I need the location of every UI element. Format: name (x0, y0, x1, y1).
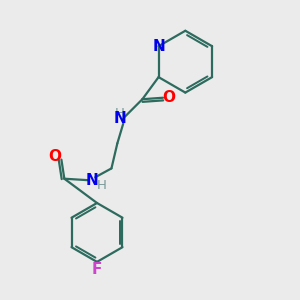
Text: N: N (113, 111, 126, 126)
Text: H: H (97, 179, 107, 192)
Text: N: N (152, 39, 165, 54)
Text: N: N (86, 173, 99, 188)
Text: H: H (115, 106, 124, 119)
Text: F: F (92, 262, 102, 277)
Text: O: O (48, 148, 62, 164)
Text: O: O (162, 90, 175, 105)
